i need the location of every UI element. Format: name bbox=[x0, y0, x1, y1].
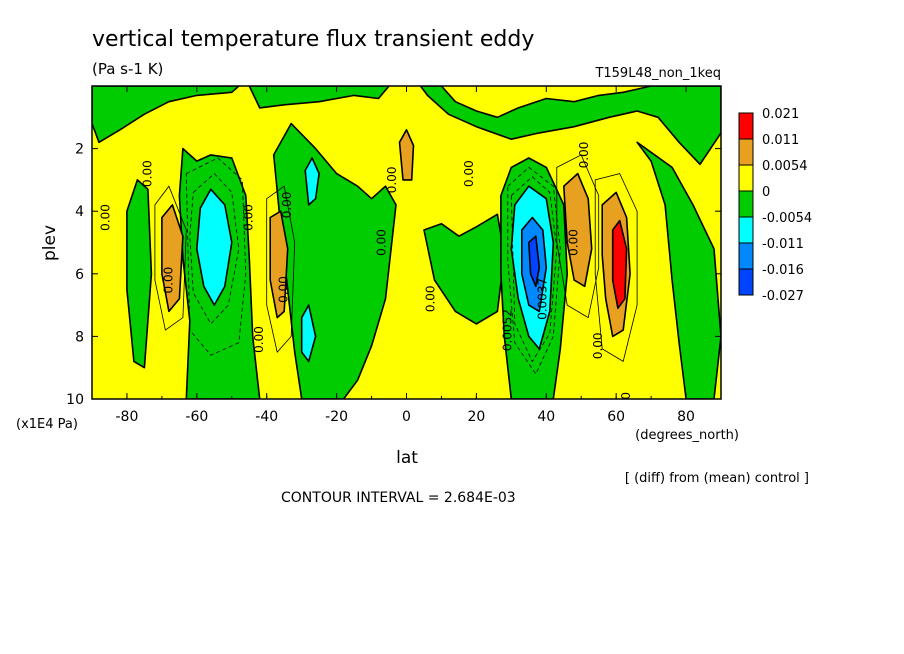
y-tick-label: 10 bbox=[66, 392, 84, 408]
contour-line bbox=[185, 157, 247, 356]
x-tick-label: 40 bbox=[537, 409, 555, 425]
contour-line bbox=[507, 166, 561, 375]
contour-line bbox=[154, 185, 187, 331]
contour-label: 0.0052 bbox=[500, 309, 514, 351]
x-tick-label: -40 bbox=[255, 409, 278, 425]
legend-label: 0.0054 bbox=[762, 159, 808, 174]
contour-region bbox=[611, 219, 628, 309]
contour-label: 0.00 bbox=[375, 229, 389, 256]
contour-region bbox=[248, 86, 390, 109]
contour-region bbox=[528, 235, 541, 288]
y-tick-label: 8 bbox=[75, 329, 84, 345]
chart-title: vertical temperature flux transient eddy bbox=[92, 27, 534, 52]
y-tick-label: 2 bbox=[75, 142, 84, 158]
x-tick-label: 0 bbox=[402, 409, 411, 425]
contour-label: 0.00 bbox=[252, 326, 266, 353]
x-tick-label: 80 bbox=[677, 409, 695, 425]
x-axis-units: (degrees_north) bbox=[635, 428, 739, 443]
contour-interval: CONTOUR INTERVAL = 2.684E-03 bbox=[281, 490, 516, 506]
contour-region bbox=[636, 141, 721, 399]
footer-note: [ (diff) from (mean) control ] bbox=[625, 471, 809, 486]
contour-line bbox=[189, 173, 240, 325]
legend-label: -0.016 bbox=[762, 263, 804, 278]
axes: -80 -60 -40 -20 0 20 40 60 80 2 4 6 8 10 bbox=[66, 86, 722, 425]
x-tick-label: -60 bbox=[185, 409, 208, 425]
contour-line bbox=[510, 176, 558, 363]
legend-label: -0.011 bbox=[762, 237, 804, 252]
contour-line bbox=[266, 185, 296, 353]
contour-region bbox=[398, 129, 415, 181]
contour-region bbox=[196, 188, 233, 306]
legend-swatch bbox=[738, 138, 754, 166]
x-axis-label: lat bbox=[396, 448, 418, 468]
y-axis-units: (x1E4 Pa) bbox=[16, 417, 78, 432]
contour-label: 0.00 bbox=[385, 167, 399, 194]
contour-field bbox=[92, 86, 721, 399]
contour-region bbox=[92, 86, 240, 144]
contour-region bbox=[419, 86, 721, 166]
contour-region bbox=[269, 210, 289, 319]
legend-swatch bbox=[738, 268, 754, 296]
x-tick-label: 60 bbox=[607, 409, 625, 425]
contour-label: 0.00 bbox=[161, 267, 175, 294]
legend-swatch bbox=[738, 190, 754, 218]
chart-units: (Pa s-1 K) bbox=[92, 60, 163, 78]
legend-label: 0.011 bbox=[762, 133, 799, 148]
contour-label: 0.00 bbox=[242, 204, 256, 231]
plot-area: 0.00 0.00 0.00 0.00 0.00 0.00 0.00 0.00 0.00 0.00… bbox=[91, 85, 722, 419]
legend-label: -0.0054 bbox=[762, 211, 812, 226]
contour-region bbox=[300, 304, 317, 363]
contour-label: 0.00 bbox=[140, 160, 154, 187]
legend-label: 0 bbox=[762, 185, 770, 200]
contour-label: 0.00 bbox=[567, 229, 581, 256]
run-label: T159L48_non_1keq bbox=[594, 66, 721, 81]
contour-region bbox=[563, 172, 593, 288]
x-tick-label: 20 bbox=[467, 409, 485, 425]
legend-swatch bbox=[738, 242, 754, 270]
legend-swatch bbox=[738, 112, 754, 140]
contour-region bbox=[126, 179, 153, 369]
legend-label: 0.021 bbox=[762, 107, 799, 122]
contour-label: 0.00 bbox=[591, 332, 605, 359]
contour-line bbox=[556, 154, 600, 319]
legend-swatch bbox=[738, 164, 754, 192]
contour-label: 0.00 bbox=[577, 142, 591, 169]
contour-region bbox=[161, 204, 184, 313]
color-legend: 0.021 0.011 0.0054 0 -0.0054 -0.011 -0.016 -0.0… bbox=[738, 107, 812, 304]
contour-label-layer: 0.00 0.00 0.00 0.00 0.00 0.00 0.00 0.00 0.00 0.00… bbox=[99, 142, 634, 419]
y-tick-label: 6 bbox=[75, 267, 84, 283]
y-tick-label: 4 bbox=[75, 204, 84, 220]
contour-label: 0.00 bbox=[424, 285, 438, 312]
contour-label: 0.00 bbox=[280, 192, 294, 219]
contour-region bbox=[304, 157, 320, 206]
x-tick-label: -80 bbox=[116, 409, 139, 425]
contour-label: 0.00 bbox=[99, 204, 113, 231]
legend-swatch bbox=[738, 216, 754, 244]
contour-line bbox=[594, 173, 638, 363]
contour-label: 0.00 bbox=[462, 160, 476, 187]
x-tick-label: -20 bbox=[325, 409, 348, 425]
contour-label: 0.00 bbox=[619, 392, 633, 419]
y-axis-label: plev bbox=[40, 225, 60, 261]
contour-label: 0.00 bbox=[277, 276, 291, 303]
contour-label: 0.0037 bbox=[535, 278, 549, 320]
legend-label: -0.027 bbox=[762, 289, 804, 304]
